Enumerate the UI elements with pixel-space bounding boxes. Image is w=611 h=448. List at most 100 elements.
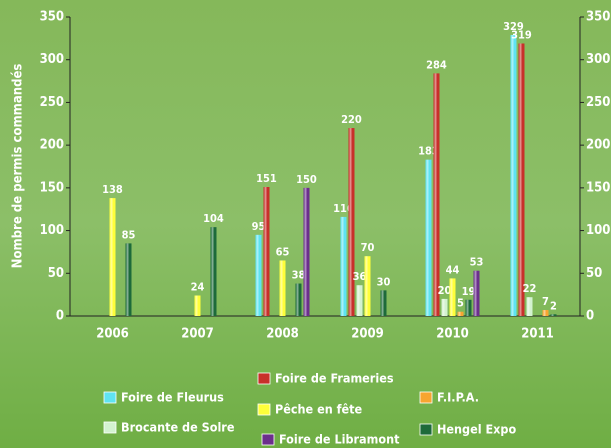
bar — [542, 310, 549, 316]
y-tick-label: 100 — [40, 223, 64, 238]
value-label: 104 — [203, 212, 224, 225]
bar — [441, 298, 448, 316]
y-tick-label: 150 — [40, 180, 64, 195]
bar — [457, 311, 464, 316]
bar — [550, 314, 557, 316]
value-label: 2 — [550, 299, 557, 312]
bar — [526, 297, 533, 316]
bar-highlight — [304, 187, 307, 316]
legend-label: Pêche en fête — [275, 402, 363, 417]
y-tick-label: 300 — [40, 52, 64, 67]
value-label: 30 — [377, 275, 391, 288]
bar-highlight — [434, 73, 437, 316]
x-tick-label: 2009 — [351, 327, 384, 342]
legend-swatch — [103, 391, 117, 404]
value-label: 329 — [503, 20, 524, 33]
x-tick-label: 2006 — [96, 327, 129, 342]
bar-highlight — [381, 290, 384, 316]
y2-tick-label: 0 — [586, 309, 594, 324]
y2-tick-label: 150 — [586, 180, 610, 195]
bar — [356, 285, 363, 316]
bar-highlight — [126, 243, 129, 316]
y2-tick-label: 350 — [586, 10, 610, 25]
bar-highlight — [211, 227, 214, 316]
bar — [380, 290, 387, 316]
bar-highlight — [474, 270, 477, 316]
bar-highlight — [349, 128, 352, 316]
value-label: 70 — [361, 241, 375, 254]
bar — [125, 243, 132, 316]
bar — [263, 187, 270, 316]
value-label: 36 — [353, 270, 367, 283]
legend-swatch — [419, 423, 433, 436]
bar — [303, 187, 310, 316]
y-tick-label: 350 — [40, 10, 64, 25]
value-label: 38 — [292, 269, 306, 282]
value-label: 19 — [462, 285, 476, 298]
value-label: 44 — [446, 263, 460, 276]
bar — [295, 283, 302, 316]
bar-highlight — [551, 314, 554, 316]
bar — [425, 159, 432, 316]
bar-highlight — [527, 297, 530, 316]
bar — [473, 270, 480, 316]
bar — [194, 295, 201, 316]
legend-swatch — [103, 421, 117, 434]
y-tick-label: 200 — [40, 138, 64, 153]
legend-swatch — [257, 372, 271, 385]
value-label: 284 — [426, 58, 447, 71]
value-label: 24 — [191, 280, 205, 293]
bar-highlight — [458, 311, 461, 316]
bar-highlight — [341, 216, 344, 316]
bar — [364, 256, 371, 316]
bar — [210, 227, 217, 316]
value-label: 220 — [341, 113, 362, 126]
value-label: 151 — [256, 172, 277, 185]
bar-highlight — [256, 234, 259, 316]
bar — [348, 128, 355, 316]
bar-highlight — [357, 285, 360, 316]
legend-swatch — [257, 403, 271, 416]
bar-highlight — [442, 298, 445, 316]
legend-label: Foire de Fleurus — [121, 390, 224, 405]
value-label: 95 — [252, 220, 266, 233]
x-tick-label: 2008 — [266, 327, 299, 342]
y-tick-label: 0 — [56, 309, 64, 324]
bar-highlight — [450, 278, 453, 316]
legend-label: F.I.P.A. — [437, 390, 479, 405]
bar — [279, 260, 286, 316]
bar-highlight — [110, 198, 113, 316]
value-label: 5 — [457, 297, 464, 310]
legend-label: Brocante de Solre — [121, 420, 235, 435]
bar-highlight — [466, 299, 469, 316]
value-label: 20 — [438, 284, 452, 297]
x-tick-label: 2010 — [436, 327, 469, 342]
bar — [433, 73, 440, 316]
bar — [340, 216, 347, 316]
value-label: 85 — [122, 228, 136, 241]
legend-swatch — [261, 433, 275, 446]
legend-swatch — [419, 391, 433, 404]
bar-highlight — [519, 43, 522, 317]
value-label: 22 — [523, 282, 537, 295]
y2-tick-label: 200 — [586, 138, 610, 153]
y2-tick-label: 50 — [586, 266, 602, 281]
bar — [109, 198, 116, 316]
y-tick-label: 50 — [48, 266, 64, 281]
legend-label: Foire de Libramont — [279, 432, 400, 447]
bar — [465, 299, 472, 316]
bar-highlight — [426, 159, 429, 316]
value-label: 150 — [296, 173, 317, 186]
value-label: 65 — [276, 245, 290, 258]
bar — [510, 34, 517, 316]
x-tick-label: 2007 — [181, 327, 214, 342]
y-axis-label: Nombre de permis commandés — [11, 64, 26, 269]
legend-label: Foire de Frameries — [275, 371, 394, 386]
value-label: 53 — [470, 256, 484, 269]
bar-highlight — [365, 256, 368, 316]
value-label: 319 — [511, 28, 532, 41]
bar — [255, 234, 262, 316]
bar-highlight — [296, 283, 299, 316]
value-label: 138 — [102, 183, 123, 196]
